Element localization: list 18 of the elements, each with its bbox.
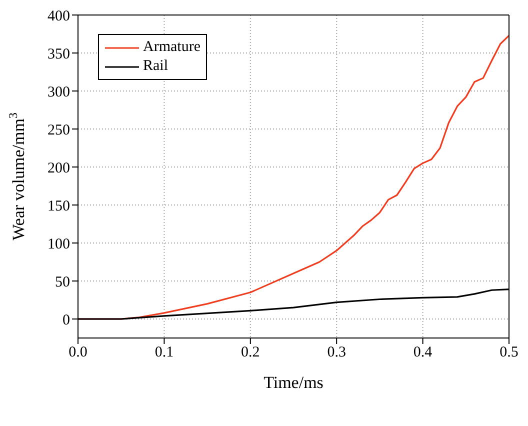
y-tick-label: 100 — [48, 236, 70, 252]
y-tick-label: 400 — [48, 8, 70, 24]
x-axis-title: Time/ms — [264, 373, 324, 392]
x-tick-label: 0.1 — [154, 344, 174, 361]
legend-label: Armature — [143, 38, 200, 57]
y-tick-label: 200 — [48, 160, 70, 176]
y-tick-label: 150 — [48, 198, 70, 214]
y-tick-label: 50 — [55, 274, 70, 290]
y-tick-label: 350 — [48, 46, 70, 62]
x-tick-label: 0.4 — [413, 344, 433, 361]
y-tick-label: 300 — [48, 84, 70, 100]
x-tick-label: 0.2 — [241, 344, 260, 361]
y-tick-label: 0 — [62, 312, 70, 328]
legend-label: Rail — [143, 57, 168, 76]
x-tick-label: 0.3 — [327, 344, 346, 361]
x-tick-label: 0.5 — [500, 344, 518, 361]
y-tick-label: 250 — [48, 122, 70, 138]
x-tick-label: 0.0 — [68, 344, 88, 361]
